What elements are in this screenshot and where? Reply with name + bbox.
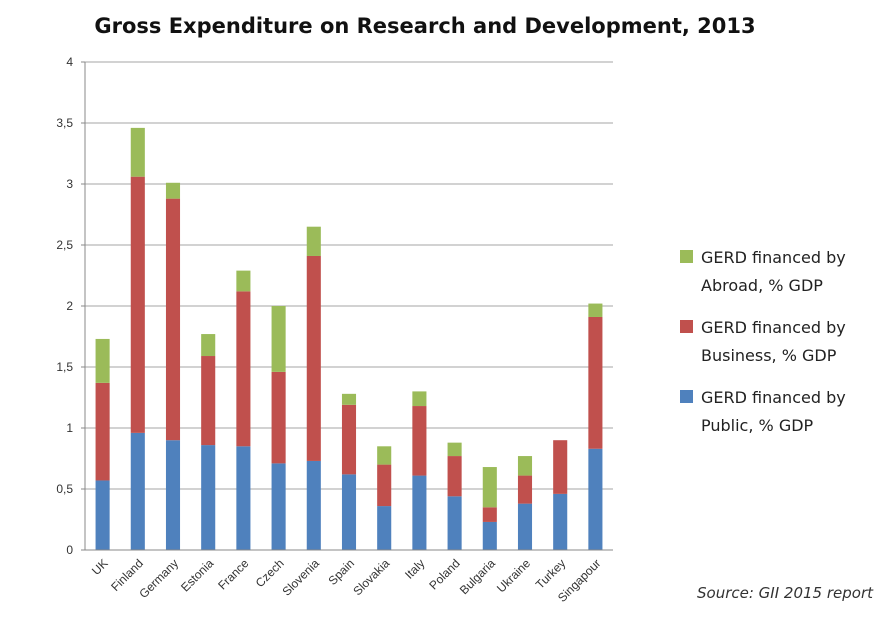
bar-spain-business <box>341 404 357 475</box>
bar-turkey-business <box>553 440 568 494</box>
bar-bulgaria-abroad <box>482 467 497 508</box>
legend-label-business: GERD financed by Business, % GDP <box>701 318 846 365</box>
y-tick-label: 3 <box>66 177 73 191</box>
bar-france-business <box>236 291 251 447</box>
chart-title: Gross Expenditure on Research and Develo… <box>94 14 756 38</box>
bars <box>95 127 603 550</box>
legend-swatch-business <box>680 320 693 333</box>
bar-poland-abroad <box>447 442 462 457</box>
bar-poland-public <box>447 496 462 550</box>
bar-spain-public <box>341 474 357 550</box>
x-tick-label-italy: Italy <box>402 556 427 581</box>
bar-france-abroad <box>236 270 251 292</box>
bar-bulgaria-public <box>482 521 497 550</box>
bar-singapour-business <box>588 316 603 449</box>
y-tick-label: 0 <box>66 543 73 557</box>
bar-slovenia-public <box>306 460 321 550</box>
x-tick-label-estonia: Estonia <box>178 556 216 594</box>
bar-slovakia-abroad <box>377 446 392 465</box>
source-note: Source: GII 2015 report <box>697 584 873 602</box>
bar-czech-abroad <box>271 306 286 372</box>
bar-czech-public <box>271 463 286 550</box>
bar-estonia-business <box>201 356 216 446</box>
bar-singapour-public <box>588 448 603 550</box>
bar-czech-business <box>271 371 286 464</box>
bar-germany-business <box>165 198 181 441</box>
bar-finland-business <box>130 176 145 433</box>
axes <box>84 62 613 551</box>
y-tick-label: 2 <box>66 299 73 313</box>
legend-swatch-abroad <box>680 250 693 263</box>
bar-italy-public <box>412 475 427 550</box>
x-tick-label-slovenia: Slovenia <box>279 556 322 599</box>
y-tick-label: 3,5 <box>56 116 73 130</box>
legend-item-business: GERD financed by Business, % GDP <box>680 314 880 370</box>
legend-item-abroad: GERD financed by Abroad, % GDP <box>680 244 880 300</box>
y-tick-label: 2,5 <box>56 238 73 252</box>
bar-estonia-public <box>201 445 216 550</box>
bar-finland-abroad <box>130 127 145 177</box>
x-tick-label-ukraine: Ukraine <box>494 556 533 595</box>
legend-swatch-public <box>680 390 693 403</box>
y-tick-label: 1 <box>66 421 73 435</box>
x-tick-label-bulgaria: Bulgaria <box>457 556 498 597</box>
bar-spain-abroad <box>341 393 357 405</box>
bar-germany-abroad <box>165 182 181 199</box>
bar-germany-public <box>165 440 181 550</box>
y-tick-label: 0,5 <box>56 482 73 496</box>
x-tick-label-germany: Germany <box>136 556 181 601</box>
bar-ukraine-abroad <box>517 456 533 476</box>
bar-slovenia-business <box>306 255 321 461</box>
bar-singapour-abroad <box>588 303 603 317</box>
bar-bulgaria-business <box>482 507 497 522</box>
bar-turkey-public <box>553 493 568 550</box>
x-tick-label-spain: Spain <box>326 556 358 588</box>
x-tick-label-czech: Czech <box>253 556 287 590</box>
bar-estonia-abroad <box>201 334 216 357</box>
y-axis-ticks: 0 0,5 1 1,5 2 2,5 3 3,5 4 <box>56 55 85 557</box>
bar-italy-abroad <box>412 391 427 407</box>
bar-ukraine-business <box>517 475 533 504</box>
bar-finland-public <box>130 432 145 550</box>
bar-slovenia-abroad <box>306 226 321 256</box>
bar-slovakia-public <box>377 506 392 550</box>
legend-label-abroad: GERD financed by Abroad, % GDP <box>701 248 846 295</box>
legend-label-public: GERD financed by Public, % GDP <box>701 388 846 435</box>
bar-uk-abroad <box>95 338 110 383</box>
y-tick-label: 4 <box>66 55 73 69</box>
x-tick-label-france: France <box>215 556 252 593</box>
bar-italy-business <box>412 406 427 476</box>
bar-poland-business <box>447 456 462 497</box>
bar-slovakia-business <box>377 464 392 507</box>
bar-france-public <box>236 446 251 550</box>
bar-uk-business <box>95 382 110 481</box>
x-tick-label-slovakia: Slovakia <box>350 556 392 598</box>
x-tick-label-uk: UK <box>89 556 111 578</box>
bar-uk-public <box>95 480 110 550</box>
legend-item-public: GERD financed by Public, % GDP <box>680 384 880 440</box>
bar-ukraine-public <box>517 503 533 550</box>
y-tick-label: 1,5 <box>56 360 73 374</box>
legend: GERD financed by Abroad, % GDP GERD fina… <box>680 244 880 454</box>
